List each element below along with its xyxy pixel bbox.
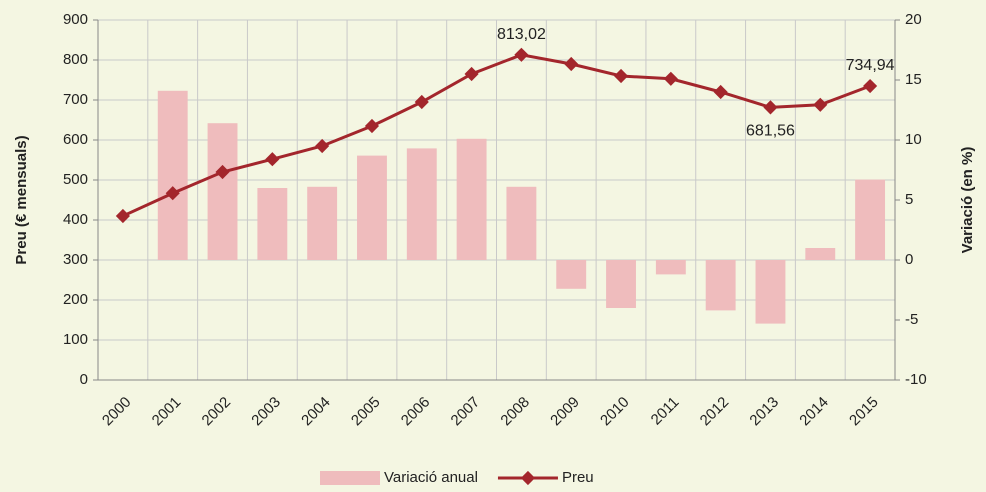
bar (357, 155, 387, 260)
y-tick-label: 900 (63, 11, 88, 28)
y2-tick-label: 10 (905, 131, 922, 148)
marker (863, 78, 878, 94)
data-label: 734,94 (846, 57, 895, 74)
x-tick-label: 2013 (746, 394, 782, 430)
y-tick-label: 300 (63, 251, 88, 268)
bar (805, 248, 836, 260)
data-label: 813,02 (497, 26, 546, 43)
legend-label: Variació anual (384, 469, 478, 486)
x-tick-label: 2008 (497, 394, 533, 430)
bar (705, 260, 736, 311)
x-tick-label: 2006 (398, 394, 434, 430)
bar (307, 186, 338, 260)
line (122, 53, 871, 218)
x-tick-label: 2014 (796, 394, 832, 430)
bar (606, 260, 636, 308)
marker (713, 84, 728, 100)
marker (813, 97, 828, 112)
y2-tick-label: 5 (905, 191, 913, 208)
y-axis-title: Preu (€ mensuals) (13, 135, 30, 264)
legend-marker (520, 470, 536, 486)
y2-tick-label: 15 (905, 71, 922, 88)
x-tick-label: 2007 (448, 394, 484, 430)
marker (613, 68, 629, 84)
bar (755, 260, 786, 324)
marker (663, 71, 678, 86)
marker (464, 66, 479, 82)
y2-tick-label: 0 (905, 251, 913, 268)
bar (406, 148, 437, 260)
bar (157, 90, 188, 260)
y-tick-label: 400 (63, 211, 88, 228)
bar (207, 123, 238, 260)
x-tick-label: 2011 (648, 394, 683, 429)
marker (514, 47, 529, 62)
marker (315, 138, 330, 154)
bar (655, 260, 686, 275)
marker (414, 94, 429, 110)
bar (506, 186, 537, 260)
y2-tick-label: -10 (905, 371, 927, 388)
marker (165, 186, 180, 201)
x-tick-label: 2004 (298, 394, 334, 430)
x-tick-label: 2000 (99, 394, 135, 430)
marker (364, 118, 380, 134)
legend-label: Preu (562, 469, 594, 486)
marker (564, 56, 579, 72)
bar (257, 188, 288, 260)
marker (215, 164, 230, 180)
x-tick-label: 2005 (348, 394, 384, 430)
y-tick-label: 0 (80, 371, 88, 388)
x-tick-label: 2001 (149, 394, 185, 430)
y-tick-label: 100 (63, 331, 88, 348)
x-tick-label: 2002 (199, 394, 235, 430)
y-tick-label: 700 (63, 91, 88, 108)
bar (855, 179, 886, 260)
data-label: 681,56 (746, 123, 795, 140)
marker (115, 208, 130, 224)
bar (456, 138, 487, 260)
y-tick-label: 600 (63, 131, 88, 148)
x-tick-label: 2009 (547, 394, 583, 430)
y-tick-label: 500 (63, 171, 88, 188)
legend-swatch (320, 471, 380, 485)
y2-tick-label: 20 (905, 11, 922, 28)
x-tick-label: 2010 (597, 394, 633, 430)
y-tick-label: 200 (63, 291, 88, 308)
x-tick-label: 2003 (248, 394, 284, 430)
y2-tick-label: -5 (905, 311, 918, 328)
marker (763, 100, 778, 115)
bar (556, 260, 587, 289)
x-tick-label: 2015 (846, 394, 882, 430)
y2-axis-title: Variació (en %) (959, 147, 976, 254)
x-tick-label: 2012 (697, 394, 733, 430)
y-tick-label: 800 (63, 51, 88, 68)
marker (265, 152, 280, 167)
